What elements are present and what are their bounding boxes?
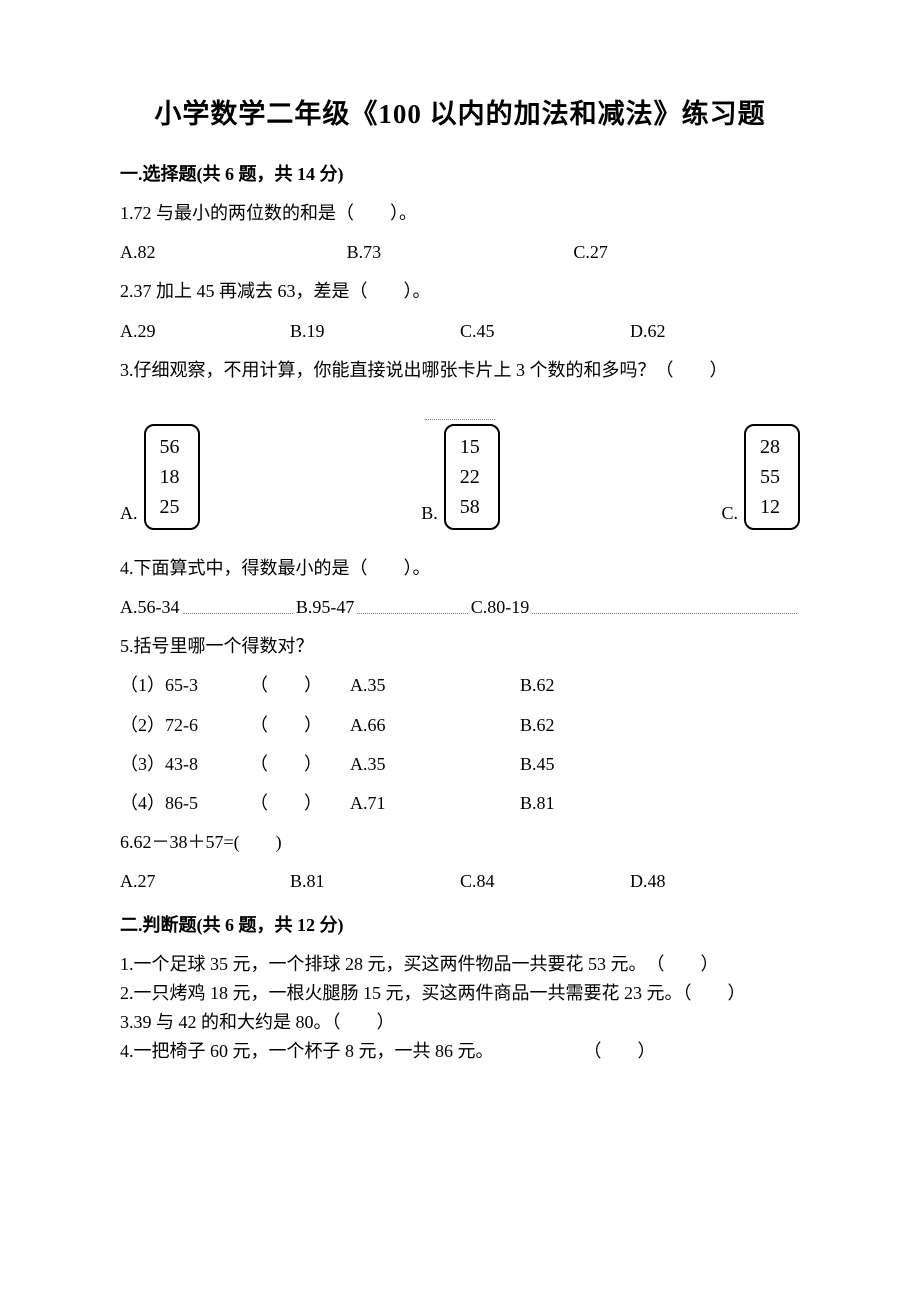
q1-opt-b: B.73	[347, 240, 574, 265]
q5-row-1: （1）65-3 （ ） A.35 B.62	[120, 673, 800, 698]
q5-row-2: （2）72-6 （ ） A.66 B.62	[120, 713, 800, 738]
s2-q3: 3.39 与 42 的和大约是 80。（ ）	[120, 1010, 800, 1035]
q5-r4-c1: （4）86-5	[120, 791, 250, 816]
q3-card-a-n3: 25	[160, 492, 184, 522]
q3-card-a-n2: 18	[160, 462, 184, 492]
q6-opt-a: A.27	[120, 869, 290, 894]
q5-r3-c1: （3）43-8	[120, 752, 250, 777]
q3-card-a-block: A. 56 18 25	[120, 424, 200, 530]
q2-opt-c: C.45	[460, 319, 630, 344]
q4-options: A.56-34 B.95-47 C.80-19	[120, 595, 800, 620]
q5-r2-c3: A.66	[350, 713, 520, 738]
dot-fill	[357, 613, 467, 614]
q1-opt-a: A.82	[120, 240, 347, 265]
dot-fill	[532, 613, 797, 614]
q1-text: 1.72 与最小的两位数的和是（ ）。	[120, 201, 800, 226]
q2-opt-d: D.62	[630, 319, 800, 344]
q6-opt-c: C.84	[460, 869, 630, 894]
q2-opt-b: B.19	[290, 319, 460, 344]
q4-text: 4.下面算式中，得数最小的是（ ）。	[120, 556, 800, 581]
q3-cards: A. 56 18 25 B. 15 22 58 C. 28 55 12	[120, 419, 800, 530]
s2-q2: 2.一只烤鸡 18 元，一根火腿肠 15 元，买这两件商品一共需要花 23 元。…	[120, 981, 800, 1006]
q3-card-b-n2: 22	[460, 462, 484, 492]
q3-card-c-n3: 12	[760, 492, 784, 522]
q5-text: 5.括号里哪一个得数对？	[120, 634, 800, 659]
q6-opt-d: D.48	[630, 869, 800, 894]
q4-opt-c: C.80-19	[471, 595, 530, 620]
q3-card-b-n3: 58	[460, 492, 484, 522]
q5-r1-c3: A.35	[350, 673, 520, 698]
section-1-head: 一.选择题(共 6 题，共 14 分)	[120, 162, 800, 187]
dot-fill	[183, 613, 293, 614]
q3-card-a: 56 18 25	[144, 424, 200, 530]
q5-row-3: （3）43-8 （ ） A.35 B.45	[120, 752, 800, 777]
q5-r3-c3: A.35	[350, 752, 520, 777]
q4-opt-b: B.95-47	[296, 595, 355, 620]
q3-card-a-label: A.	[120, 501, 138, 526]
q3-card-c-label: C.	[721, 501, 738, 526]
q2-options: A.29 B.19 C.45 D.62	[120, 319, 800, 344]
q5-r4-c3: A.71	[350, 791, 520, 816]
q5-r1-c1: （1）65-3	[120, 673, 250, 698]
q3-card-c: 28 55 12	[744, 424, 800, 530]
q5-r2-c4: B.62	[520, 713, 640, 738]
q3-card-b-n1: 15	[460, 432, 484, 462]
q3-card-b: 15 22 58	[444, 424, 500, 530]
q5-r1-c2: （ ）	[250, 673, 350, 698]
q6-opt-b: B.81	[290, 869, 460, 894]
q1-options: A.82 B.73 C.27	[120, 240, 800, 265]
q3-card-c-block: C. 28 55 12	[721, 424, 800, 530]
q5-r2-c1: （2）72-6	[120, 713, 250, 738]
q3-text: 3.仔细观察，不用计算，你能直接说出哪张卡片上 3 个数的和多吗？（ ）	[120, 358, 800, 383]
q5-r4-c2: （ ）	[250, 791, 350, 816]
q6-text: 6.62－38＋57=( )	[120, 830, 800, 855]
q5-r1-c4: B.62	[520, 673, 640, 698]
section-2-body: 1.一个足球 35 元，一个排球 28 元，买这两件物品一共要花 53 元。 （…	[120, 952, 800, 1065]
page-title: 小学数学二年级《100 以内的加法和减法》练习题	[120, 96, 800, 134]
q3-card-c-n1: 28	[760, 432, 784, 462]
q3-card-a-n1: 56	[160, 432, 184, 462]
s2-q4: 4.一把椅子 60 元，一个杯子 8 元，一共 86 元。 （ ）	[120, 1039, 800, 1064]
q3-card-b-block: B. 15 22 58	[421, 424, 500, 530]
q1-opt-c: C.27	[573, 240, 800, 265]
q3-card-c-n2: 55	[760, 462, 784, 492]
q2-text: 2.37 加上 45 再减去 63，差是（ ）。	[120, 279, 800, 304]
q5-r3-c2: （ ）	[250, 752, 350, 777]
q5-r4-c4: B.81	[520, 791, 640, 816]
q4-opt-a: A.56-34	[120, 595, 180, 620]
q6-options: A.27 B.81 C.84 D.48	[120, 869, 800, 894]
q3-card-b-label: B.	[421, 501, 438, 526]
section-2-head: 二.判断题(共 6 题，共 12 分)	[120, 913, 800, 938]
dotline-decoration	[425, 419, 495, 420]
q5-r3-c4: B.45	[520, 752, 640, 777]
q2-opt-a: A.29	[120, 319, 290, 344]
s2-q1: 1.一个足球 35 元，一个排球 28 元，买这两件物品一共要花 53 元。 （…	[120, 952, 800, 977]
q5-row-4: （4）86-5 （ ） A.71 B.81	[120, 791, 800, 816]
q5-r2-c2: （ ）	[250, 713, 350, 738]
